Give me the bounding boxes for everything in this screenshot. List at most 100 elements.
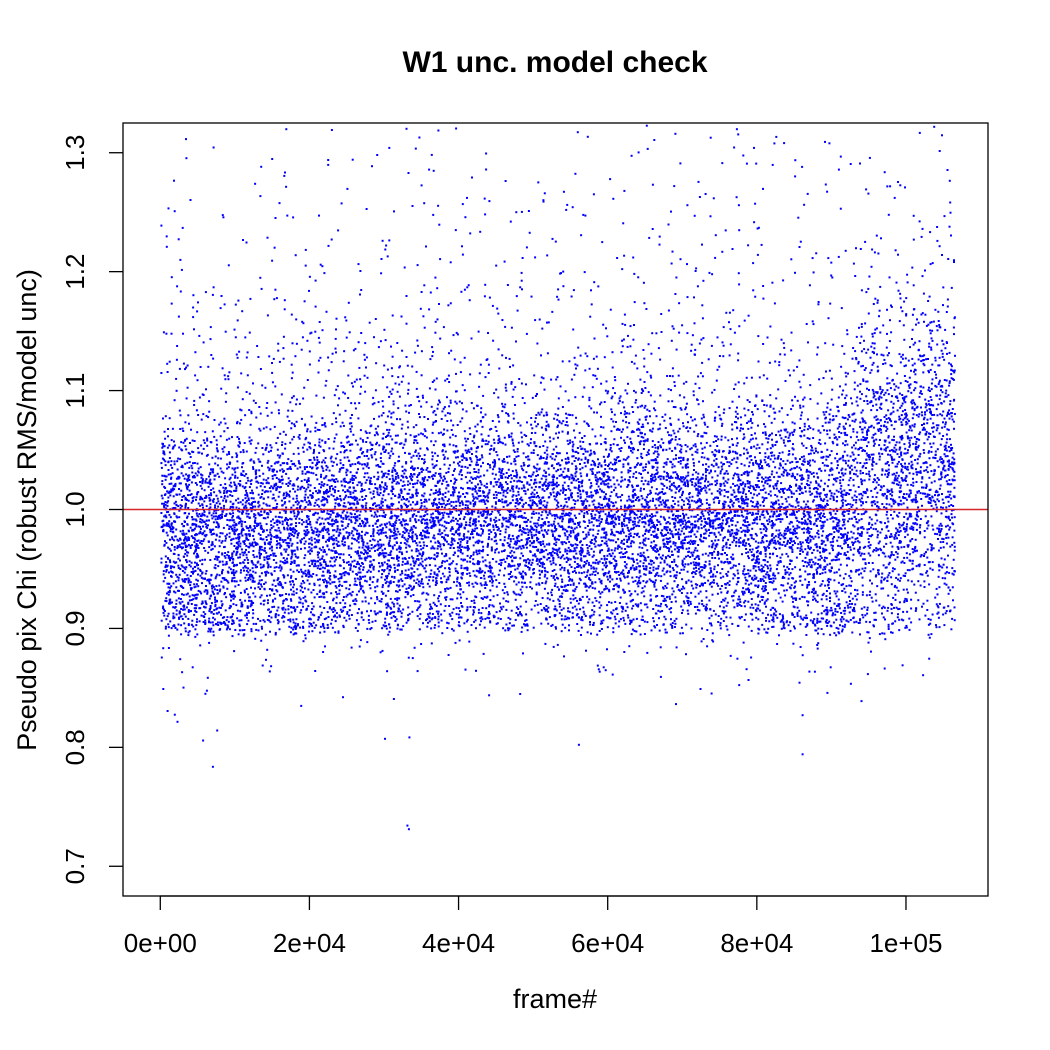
data-point xyxy=(820,499,823,502)
data-point xyxy=(593,450,596,453)
data-point xyxy=(700,435,703,438)
data-point xyxy=(304,506,307,508)
data-point xyxy=(180,542,183,545)
data-point xyxy=(240,372,243,375)
data-point xyxy=(212,630,215,633)
data-point xyxy=(260,510,263,513)
data-point xyxy=(608,476,611,479)
data-point xyxy=(422,485,425,488)
data-point xyxy=(575,608,578,611)
data-point xyxy=(708,583,711,586)
data-point xyxy=(819,513,821,516)
data-point xyxy=(339,556,341,559)
data-point xyxy=(525,561,528,564)
data-point xyxy=(619,530,622,533)
data-point xyxy=(859,248,862,250)
data-point xyxy=(831,440,834,443)
data-point xyxy=(475,551,478,554)
data-point xyxy=(847,414,850,416)
data-point xyxy=(242,470,245,473)
data-point xyxy=(610,501,613,504)
data-point xyxy=(408,411,410,414)
data-point xyxy=(792,613,795,616)
data-point xyxy=(926,438,929,441)
data-point xyxy=(803,458,806,461)
data-point xyxy=(828,620,831,623)
data-point xyxy=(364,545,367,548)
data-point xyxy=(587,569,590,572)
data-point xyxy=(860,289,863,292)
data-point xyxy=(841,467,844,470)
data-point xyxy=(327,521,330,524)
data-point xyxy=(714,484,717,486)
data-point xyxy=(681,466,684,469)
data-point xyxy=(807,604,809,607)
data-point xyxy=(733,591,736,594)
data-point xyxy=(758,518,761,521)
data-point xyxy=(844,416,847,419)
data-point xyxy=(449,614,452,617)
data-point xyxy=(829,418,832,421)
data-point xyxy=(671,438,674,441)
data-point xyxy=(685,526,688,528)
data-point xyxy=(432,504,434,507)
data-point xyxy=(453,468,456,471)
data-point xyxy=(780,437,783,440)
data-point xyxy=(558,603,561,605)
data-point xyxy=(836,405,839,408)
data-point xyxy=(819,584,822,587)
data-point xyxy=(927,435,930,438)
data-point xyxy=(330,361,333,364)
data-point xyxy=(521,288,523,291)
data-point xyxy=(493,441,496,444)
data-point xyxy=(801,522,804,525)
data-point xyxy=(554,529,557,532)
data-point xyxy=(855,501,858,504)
data-point xyxy=(252,609,254,611)
data-point xyxy=(357,537,360,540)
data-point xyxy=(736,569,739,572)
data-point xyxy=(315,533,318,536)
data-point xyxy=(455,613,458,616)
data-point xyxy=(921,605,923,608)
data-point xyxy=(369,491,372,494)
data-point xyxy=(670,483,673,486)
data-point xyxy=(453,489,456,491)
data-point xyxy=(796,615,799,617)
data-point xyxy=(804,490,807,493)
data-point xyxy=(164,487,167,489)
data-point xyxy=(225,392,228,395)
data-point xyxy=(580,572,583,575)
data-point xyxy=(260,514,263,516)
data-point xyxy=(531,501,534,504)
data-point xyxy=(883,171,886,174)
data-point xyxy=(365,495,368,497)
data-point xyxy=(734,524,737,527)
data-point xyxy=(215,585,218,588)
data-point xyxy=(370,443,373,446)
data-point xyxy=(641,432,643,435)
data-point xyxy=(275,505,278,508)
data-point xyxy=(206,437,209,440)
data-point xyxy=(903,452,906,455)
data-point xyxy=(604,536,607,539)
data-point xyxy=(232,603,235,606)
data-point xyxy=(653,530,656,533)
data-point xyxy=(623,504,626,507)
data-point xyxy=(602,475,605,478)
data-point xyxy=(217,565,220,568)
data-point xyxy=(671,622,674,625)
data-point xyxy=(863,400,866,402)
data-point xyxy=(624,410,626,413)
data-point xyxy=(613,567,616,570)
data-point xyxy=(529,525,532,528)
data-point xyxy=(892,410,895,413)
data-point xyxy=(936,226,939,228)
data-point xyxy=(530,527,533,530)
data-point xyxy=(376,596,378,599)
data-point xyxy=(469,518,471,521)
data-point xyxy=(624,555,626,558)
data-point xyxy=(222,586,225,589)
data-point xyxy=(344,496,347,499)
data-point xyxy=(826,622,829,624)
